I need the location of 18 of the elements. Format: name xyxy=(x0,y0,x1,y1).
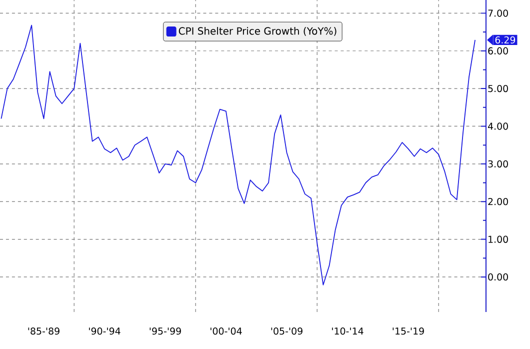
x-tick-label: '15-'19 xyxy=(392,327,424,335)
x-tick-label: '05-'09 xyxy=(271,327,302,335)
y-tick-label: 6.00 xyxy=(488,47,508,54)
y-tick-label: 2.00 xyxy=(488,198,508,206)
x-tick-label: '00-'04 xyxy=(210,327,242,335)
y-tick-label: 4.00 xyxy=(488,122,508,130)
x-tick-label: '95-'99 xyxy=(150,327,181,335)
line-series xyxy=(0,24,476,286)
text: 6.29 xyxy=(495,36,516,44)
x-tick-label: '10-'14 xyxy=(332,327,364,335)
y-tick-label: 0.00 xyxy=(488,273,508,281)
y-tick-label: 7.00 xyxy=(488,10,508,17)
x-tick-label: '85-'89 xyxy=(28,327,60,335)
y-tick-label: 5.00 xyxy=(488,84,508,92)
legend-label: CPI Shelter Price Growth (YoY%) xyxy=(178,27,336,36)
y-tick-label: 3.00 xyxy=(488,160,508,168)
y-tick-label: 1.00 xyxy=(488,236,508,243)
x-tick-label: '90-'94 xyxy=(89,327,120,335)
